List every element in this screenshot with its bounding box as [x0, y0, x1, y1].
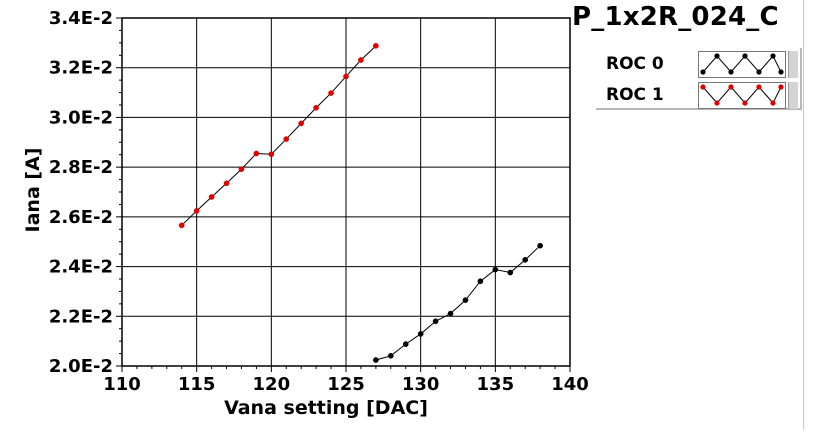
legend-item-roc0: ROC 0 [596, 51, 802, 79]
legend-line [702, 86, 782, 104]
legend-marker [778, 69, 784, 75]
y-tick-label: 2.0E-2 [49, 356, 113, 377]
y-axis-label: Iana [A] [22, 148, 44, 233]
y-tick-label: 2.2E-2 [49, 306, 113, 327]
y-tick-label: 3.0E-2 [49, 107, 113, 128]
data-point [313, 104, 319, 111]
series-line [375, 245, 541, 361]
data-point [373, 357, 379, 363]
window-edge [803, 0, 815, 430]
chart-title: P_1x2R_024_C [572, 2, 779, 32]
legend: ROC 0 ROC 1 [596, 48, 802, 110]
legend-marker [756, 69, 762, 75]
x-tick-label: 110 [103, 374, 141, 395]
legend-scrollbar[interactable] [788, 82, 798, 109]
x-tick-label: 115 [178, 374, 216, 395]
data-point [537, 242, 543, 249]
legend-scrollbar[interactable] [788, 51, 798, 78]
data-point [492, 266, 499, 273]
legend-marker [770, 100, 776, 106]
legend-marker [714, 100, 720, 106]
legend-label-roc1: ROC 1 [606, 85, 664, 105]
data-point [208, 194, 215, 200]
legend-line [702, 55, 782, 73]
series-line [181, 45, 377, 226]
data-point [343, 73, 349, 80]
legend-swatch-roc0 [698, 51, 786, 78]
x-tick-label: 135 [477, 374, 515, 395]
legend-marker [742, 100, 748, 106]
x-axis-label: Vana setting [DAC] [224, 397, 428, 419]
legend-marker [728, 69, 734, 75]
legend-marker [778, 84, 784, 90]
data-point [432, 318, 439, 325]
x-tick-label: 120 [253, 374, 291, 395]
data-point [238, 166, 245, 172]
y-tick-label: 2.4E-2 [49, 257, 113, 278]
legend-marker [714, 53, 720, 59]
data-point [193, 208, 200, 214]
legend-marker [728, 84, 734, 90]
legend-label-roc0: ROC 0 [606, 54, 664, 74]
data-point [328, 90, 334, 96]
x-tick-label: 140 [551, 374, 589, 395]
x-tick-label: 125 [327, 374, 365, 395]
data-point [462, 297, 469, 303]
data-point [387, 352, 394, 359]
data-point [373, 42, 379, 49]
data-point [417, 331, 424, 337]
legend-marker [770, 53, 776, 59]
data-point [402, 341, 409, 347]
data-point [223, 180, 230, 187]
y-tick-label: 3.2E-2 [49, 58, 113, 79]
y-tick-label: 2.6E-2 [49, 207, 113, 228]
legend-item-roc1: ROC 1 [596, 82, 802, 110]
y-tick-label: 2.8E-2 [49, 157, 113, 178]
series-1 [178, 42, 379, 229]
y-tick-label: 3.4E-2 [49, 8, 113, 29]
x-tick-label: 130 [402, 374, 440, 395]
data-point [522, 257, 529, 263]
data-point [253, 150, 260, 157]
data-point [283, 136, 290, 142]
data-point [178, 222, 185, 229]
legend-marker [700, 84, 706, 90]
data-point [507, 269, 514, 276]
data-point [298, 120, 305, 127]
legend-swatch-roc1 [698, 82, 786, 109]
legend-marker [700, 69, 706, 75]
data-point [358, 57, 364, 63]
data-point [477, 278, 484, 285]
series-0 [373, 242, 543, 363]
legend-marker [742, 53, 748, 59]
data-point [447, 310, 454, 317]
data-point [268, 151, 275, 158]
legend-marker [756, 84, 762, 90]
